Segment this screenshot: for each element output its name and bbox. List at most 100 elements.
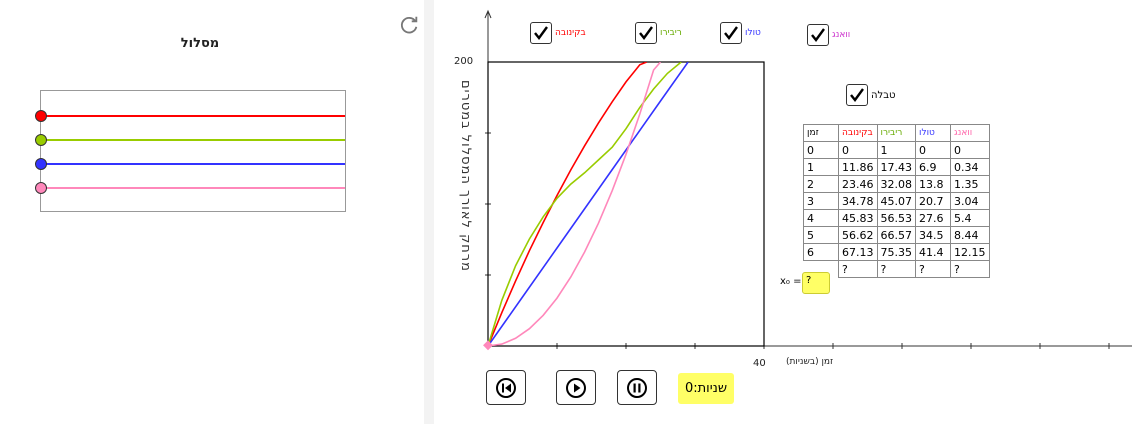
checkbox-wang[interactable]	[807, 24, 829, 46]
runner-dot[interactable]	[35, 182, 47, 194]
table-header-cell: ריבירו	[876, 124, 916, 142]
play-icon	[566, 377, 586, 398]
reset-icon	[496, 377, 516, 398]
table-cell: 0	[915, 141, 951, 159]
panel-divider	[424, 0, 434, 424]
table-cell: 6	[803, 243, 839, 261]
table-row: 6 67.13 75.35 41.4 12.15	[803, 243, 990, 261]
checkbox-ribeiro-group[interactable]: ריבירו	[635, 22, 682, 44]
table-cell: 12.15	[950, 243, 990, 261]
table-cell: 32.08	[876, 175, 916, 193]
table-cell: 66.57	[876, 226, 916, 244]
table-cell: 8.44	[950, 226, 990, 244]
series-line	[488, 62, 648, 346]
series-line	[488, 62, 662, 346]
lane-line	[35, 182, 345, 194]
table-cell: 45.07	[876, 192, 916, 210]
table-row: 1 11.86 17.43 6.9 0.34	[803, 158, 990, 176]
checkbox-bakinova-label: בקינובה	[555, 28, 586, 38]
track-title: מסלול	[180, 36, 220, 51]
table-cell: 1	[803, 158, 839, 176]
table-cell: 5.4	[950, 209, 990, 227]
table-cell: 17.43	[876, 158, 916, 176]
table-cell: ?	[876, 260, 916, 278]
lane-line	[35, 110, 345, 122]
plot-frame	[487, 61, 765, 347]
table-cell: 3	[803, 192, 839, 210]
table-header-cell: וואנג	[950, 124, 990, 142]
pause-button[interactable]	[617, 370, 657, 405]
x-tick-label: 40	[753, 358, 766, 369]
table-cell: 0	[950, 141, 990, 159]
table-cell: 11.86	[838, 158, 878, 176]
runner-dot[interactable]	[35, 110, 47, 122]
table-cell: 27.6	[915, 209, 951, 227]
pause-icon	[627, 377, 647, 398]
track-panel: מסלול	[0, 0, 425, 424]
x-axis-label: זמן (בשניות)	[786, 357, 834, 367]
table-cell: 1.35	[950, 175, 990, 193]
table-cell: 20.7	[915, 192, 951, 210]
y-axis-label: מרחק לאורך המסלול במטרים	[458, 80, 473, 272]
seconds-value: שניות:0	[684, 381, 728, 396]
checkbox-bakinova[interactable]	[530, 22, 552, 44]
checkbox-wang-label: וואנג	[832, 30, 851, 40]
checkbox-wang-group[interactable]: וואנג	[807, 24, 850, 46]
seconds-display: שניות:0	[678, 373, 734, 404]
table-cell: 67.13	[838, 243, 878, 261]
table-row: ????	[803, 260, 990, 278]
table-cell: 23.46	[838, 175, 878, 193]
table-header-cell: טולו	[915, 124, 951, 142]
table-cell: ?	[838, 260, 878, 278]
distance-time-chart	[483, 9, 1132, 351]
x0-input[interactable]: ?	[802, 272, 830, 294]
graph-panel: בקינובה ריבירו טולו וואנג טבלה מרחק לאור…	[434, 0, 1132, 424]
checkbox-ribeiro-label: ריבירו	[660, 28, 682, 38]
table-cell: 1	[876, 141, 916, 159]
table-cell: 2	[803, 175, 839, 193]
checkbox-table[interactable]	[846, 84, 868, 106]
checkbox-tulu[interactable]	[720, 22, 742, 44]
series-line	[488, 62, 682, 346]
refresh-icon[interactable]	[398, 14, 420, 36]
table-header-cell: בקינובה	[838, 124, 878, 142]
checkbox-bakinova-group[interactable]: בקינובה	[530, 22, 586, 44]
table-cell: 0	[838, 141, 878, 159]
table-row: 2 23.46 32.08 13.8 1.35	[803, 175, 990, 193]
checkbox-table-group[interactable]: טבלה	[846, 84, 895, 106]
checkbox-tulu-group[interactable]: טולו	[720, 22, 761, 44]
table-row: 3 34.78 45.07 20.7 3.04	[803, 192, 990, 210]
data-table: זמן בקינובה ריבירו טולו וואנג 0 0 1 0 0 1 11.86 17.4…	[803, 124, 990, 278]
table-cell: 0	[803, 141, 839, 159]
table-cell: ?	[950, 260, 990, 278]
reset-button[interactable]	[486, 370, 526, 405]
play-button[interactable]	[556, 370, 596, 405]
table-cell: 13.8	[915, 175, 951, 193]
table-cell: 34.78	[838, 192, 878, 210]
table-cell: 56.53	[876, 209, 916, 227]
table-cell: 45.83	[838, 209, 878, 227]
runner-dot[interactable]	[35, 134, 47, 146]
y-tick-label: 200	[454, 56, 474, 67]
table-cell: 75.35	[876, 243, 916, 261]
table-cell: 0.34	[950, 158, 990, 176]
track-box	[35, 90, 346, 212]
series-line	[488, 62, 689, 346]
checkbox-ribeiro[interactable]	[635, 22, 657, 44]
table-cell: 3.04	[950, 192, 990, 210]
table-row: 5 56.62 66.57 34.5 8.44	[803, 226, 990, 244]
lane-line	[35, 134, 345, 146]
table-cell: ?	[915, 260, 951, 278]
y-axis-arrow	[484, 9, 492, 19]
table-cell: 41.4	[915, 243, 951, 261]
x0-label: x₀ =	[780, 276, 802, 287]
lane-line	[35, 158, 345, 170]
table-cell: 4	[803, 209, 839, 227]
table-cell: 56.62	[838, 226, 878, 244]
table-header-cell: זמן	[803, 124, 839, 142]
table-cell: 6.9	[915, 158, 951, 176]
runner-dot[interactable]	[35, 158, 47, 170]
table-cell: 34.5	[915, 226, 951, 244]
checkbox-table-label: טבלה	[871, 89, 896, 101]
